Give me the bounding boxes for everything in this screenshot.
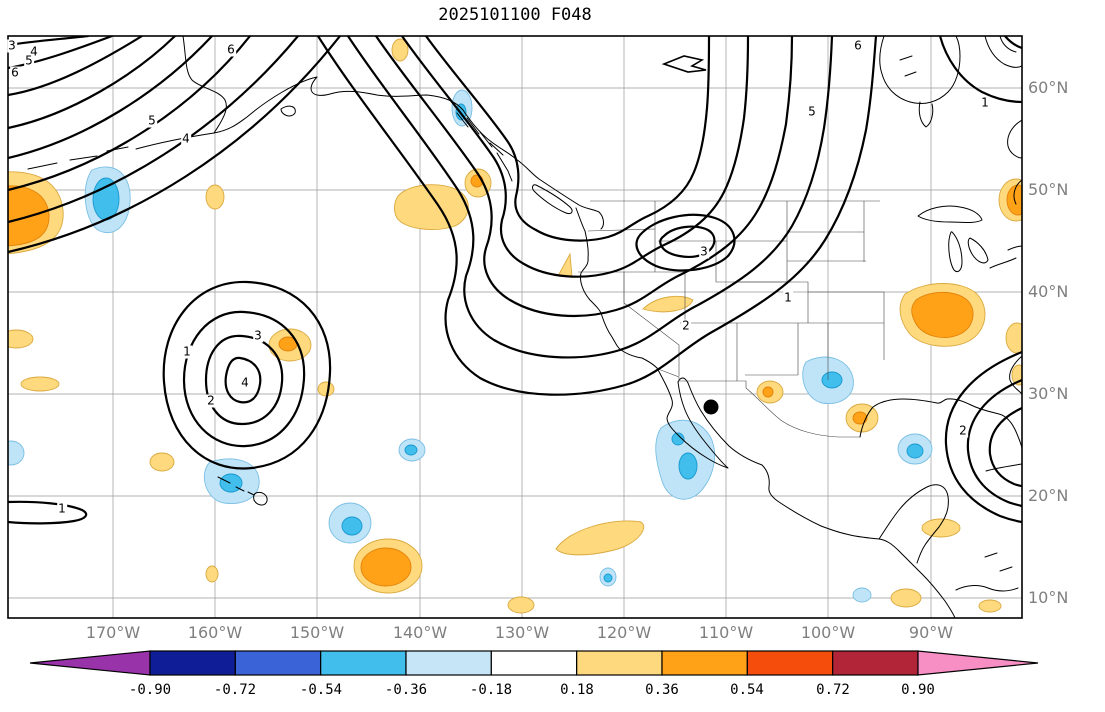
contour-label: 1 [57,501,67,516]
colorbar [29,650,1039,676]
lon-tick-label: 100°W [800,623,856,642]
lat-tick-label: 30°N [1028,384,1069,403]
lat-tick-label: 10°N [1028,588,1069,607]
colorbar-segment [234,650,322,676]
coastlines [27,36,1022,618]
colorbar-tick-label: 0.54 [730,682,764,698]
lat-tick-label: 40°N [1028,282,1069,301]
lon-tick-label: 130°W [494,623,550,642]
colorbar-segment [320,650,407,676]
contour-label: 4 [240,375,250,390]
state-borders [578,200,885,438]
colorbar-tick-label: -0.36 [384,682,428,698]
contour-lines [8,36,1022,525]
colorbar-segment [405,650,492,676]
contour-label: 6 [10,65,20,80]
contour-label: 2 [958,423,968,438]
contour-label: 1 [182,344,192,359]
contour-label: 2 [206,393,216,408]
colorbar-segment [832,650,919,676]
colorbar-segment [29,650,151,676]
contour-label: 5 [807,104,817,119]
contour-label: 2 [681,318,691,333]
contour-label: 1 [980,95,990,110]
colorbar-segment [576,650,663,676]
lat-tick-label: 20°N [1028,486,1069,505]
grid-lines [8,36,1022,618]
lon-tick-label: 170°W [85,623,141,642]
colorbar-tick-label: -0.18 [469,682,513,698]
chart-title: 2025101100 F048 [438,5,592,25]
lon-tick-label: 120°W [596,623,652,642]
colorbar-segment [661,650,748,676]
anomaly-shading [8,38,1022,614]
location-marker [703,399,719,415]
contour-label: 3 [7,38,17,53]
colorbar-segment [149,650,236,676]
colorbar-segment [917,650,1039,676]
lon-tick-label: 140°W [392,623,448,642]
colorbar-tick-label: 0.72 [816,682,850,698]
lon-tick-label: 110°W [698,623,754,642]
lon-tick-label: 90°W [908,623,954,642]
lon-tick-label: 160°W [187,623,243,642]
lat-tick-label: 60°N [1028,78,1069,97]
contour-label: 3 [699,244,709,259]
contour-label: 5 [147,113,157,128]
contour-label: 5 [24,53,34,68]
colorbar-segment [490,650,578,676]
colorbar-tick-label: 0.90 [901,682,935,698]
contour-label: 4 [29,44,39,59]
contour-label: 6 [226,42,236,57]
contour-label: 1 [783,290,793,305]
lat-tick-label: 50°N [1028,180,1069,199]
colorbar-tick-label: 0.36 [645,682,679,698]
colorbar-tick-label: -0.72 [213,682,257,698]
colorbar-segment [746,650,834,676]
lon-tick-label: 150°W [289,623,345,642]
colorbar-tick-label: 0.18 [560,682,594,698]
colorbar-tick-label: -0.90 [128,682,172,698]
map-border [7,35,1023,619]
contour-label: 6 [853,38,863,53]
contour-label: 3 [253,328,263,343]
contour-label: 4 [181,131,191,146]
colorbar-tick-label: -0.54 [299,682,343,698]
